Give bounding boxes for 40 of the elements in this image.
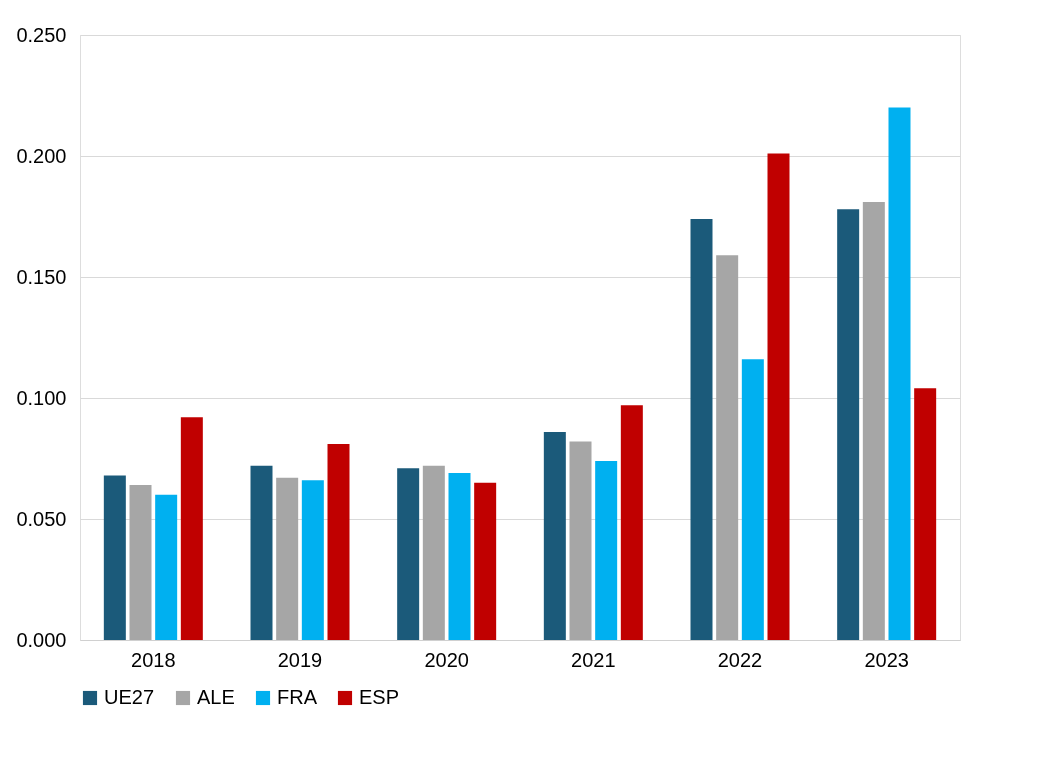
bar <box>474 482 497 640</box>
x-tick-label: 2020 <box>424 648 469 671</box>
legend-label: FRA <box>277 686 318 708</box>
bar <box>914 388 937 640</box>
bar <box>543 431 566 640</box>
x-tick-label: 2019 <box>277 648 323 671</box>
y-tick-label: 0.050 <box>16 507 67 530</box>
y-tick-label: 0.000 <box>16 628 67 651</box>
bar <box>620 405 643 640</box>
x-tick-label: 2023 <box>864 648 909 671</box>
x-tick-label: 2021 <box>571 648 616 671</box>
legend-label: ESP <box>359 686 400 708</box>
bar <box>767 153 790 640</box>
legend-label: UE27 <box>104 686 155 708</box>
bar <box>180 417 203 640</box>
bar <box>741 359 764 640</box>
bar <box>888 107 911 640</box>
bar <box>862 201 885 640</box>
bar <box>397 468 420 640</box>
x-tick-label: 2022 <box>717 648 763 671</box>
bar <box>250 465 273 640</box>
bar <box>569 441 592 640</box>
y-tick-label: 0.150 <box>16 265 67 288</box>
y-tick-label: 0.200 <box>16 144 67 167</box>
x-tick-label: 2018 <box>131 648 176 671</box>
bar <box>103 475 126 640</box>
bar <box>327 443 350 640</box>
bar <box>448 473 471 640</box>
bar <box>837 209 860 640</box>
bar <box>595 460 618 640</box>
bar <box>716 255 739 640</box>
bar <box>129 485 152 640</box>
bar <box>690 218 713 640</box>
bar <box>422 465 445 640</box>
y-tick-label: 0.250 <box>16 23 67 46</box>
bar <box>276 477 299 640</box>
bar <box>301 480 324 640</box>
legend-label: ALE <box>197 686 235 708</box>
y-tick-label: 0.100 <box>16 386 67 409</box>
bar <box>155 494 178 640</box>
